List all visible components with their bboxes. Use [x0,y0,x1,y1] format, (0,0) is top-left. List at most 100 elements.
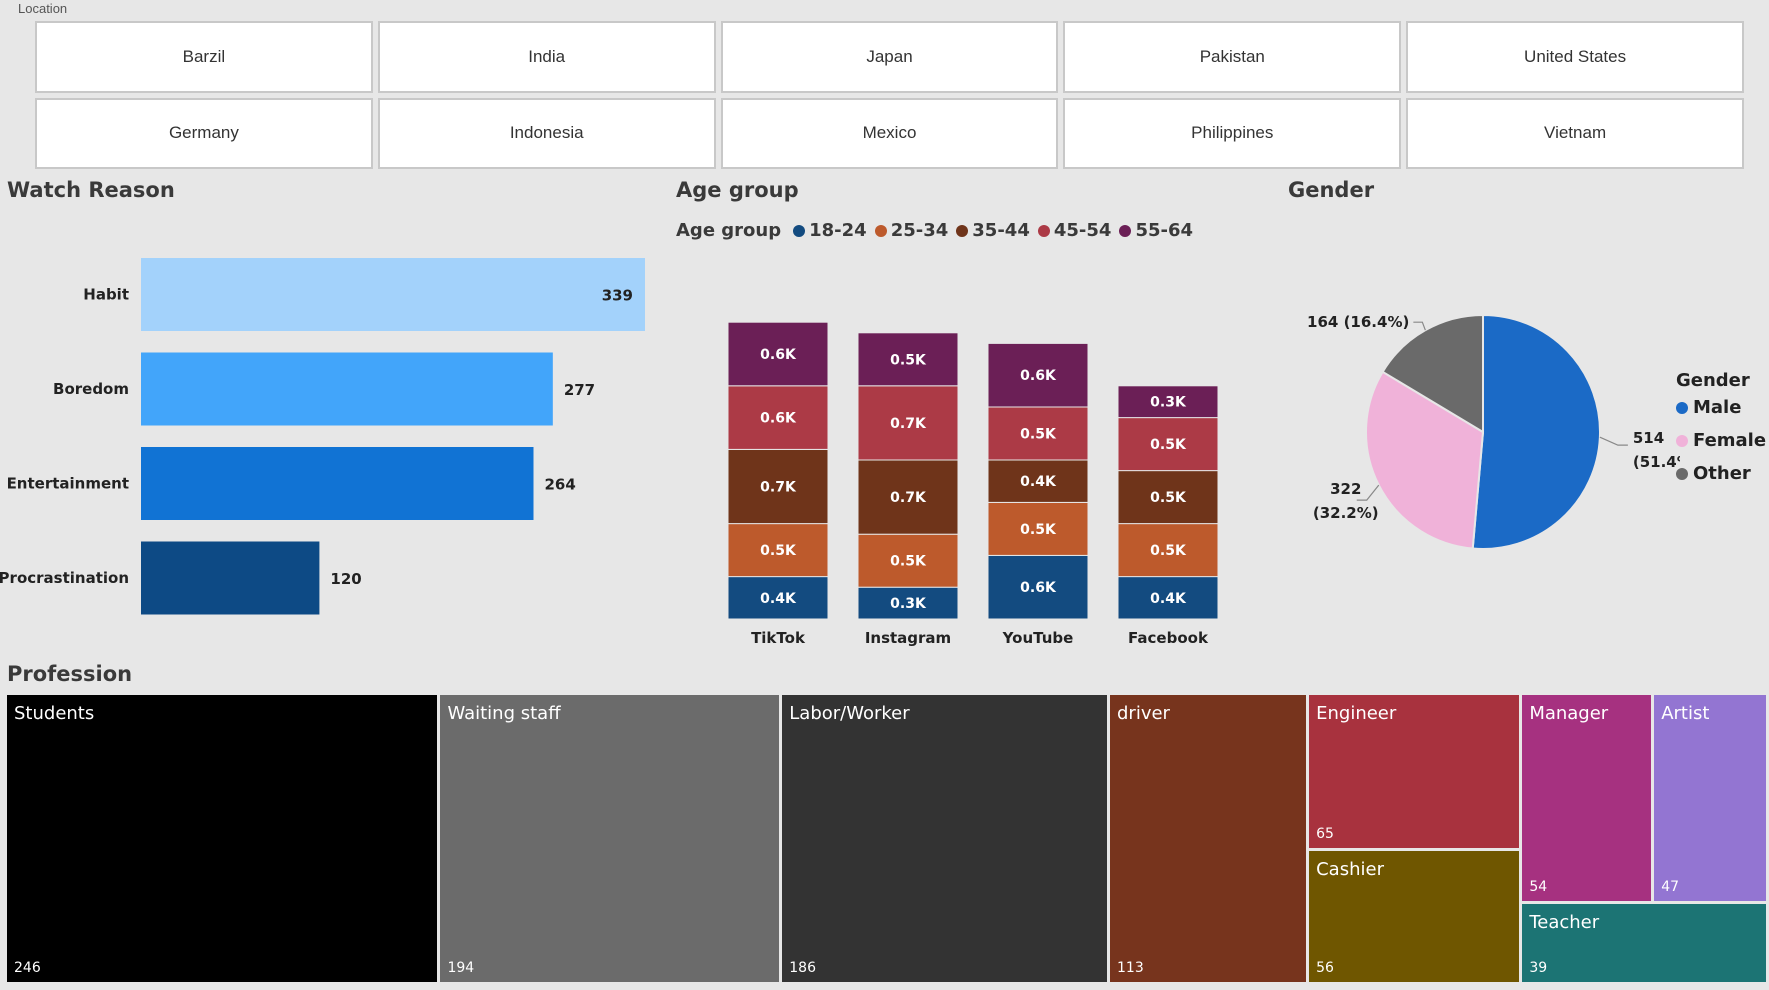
age-x-tick-label: Instagram [865,629,951,647]
age-bar-tiktok-55-64 [727,321,829,387]
age-bar-data-label: 0.5K [890,352,927,368]
watch-reason-bar-entertainment [141,447,534,520]
age-legend-label: 35-44 [972,220,1030,241]
profession-treemap: Students 246 Waiting staff 194 Labor/Worker 1… [7,695,1769,985]
age-bar-data-label: 0.6K [760,411,797,427]
age-bar-facebook-25-34 [1117,523,1219,578]
age-bar-facebook-45-54 [1117,417,1219,472]
watch-reason-bar-boredom [141,352,553,426]
location-option-germany[interactable]: Germany [35,97,373,169]
age-bar-data-label: 0.7K [760,480,797,496]
location-option-barzil[interactable]: Barzil [35,21,373,93]
age-bar-data-label: 0.5K [1020,522,1057,538]
age-group-title: Age group [676,178,799,202]
age-bar-tiktok-18-24 [727,576,829,620]
age-legend-item-25-34[interactable]: 25-34 [874,220,948,241]
age-x-tick-label: TikTok [751,629,806,647]
profession-tile-driver[interactable]: driver 113 [1110,695,1310,985]
profession-tile-waiting-staff[interactable]: Waiting staff 194 [440,695,783,985]
gender-legend-item-female[interactable]: Female [1676,430,1766,451]
gender-data-label: 514 [1633,429,1664,447]
watch-reason-data-label: 120 [330,570,361,588]
age-bar-youtube-55-64 [987,342,1089,408]
age-group-chart: 0.4K 0.5K 0.7K 0.6K 0.6K TikTok 0.3K 0.5K 0.7K 0.… [727,321,1219,647]
age-bar-data-label: 0.3K [890,596,927,612]
gender-data-label: 322 [1330,480,1361,498]
age-bar-facebook-18-24 [1117,576,1219,620]
location-option-vietnam[interactable]: Vietnam [1406,97,1744,169]
age-legend-item-18-24[interactable]: 18-24 [793,220,867,241]
age-legend-item-45-54[interactable]: 45-54 [1037,220,1112,241]
age-bar-data-label: 0.3K [1150,395,1187,411]
age-bar-tiktok-25-34 [727,523,829,578]
gender-leader-line [1413,321,1426,331]
profession-tile-cashier[interactable]: Cashier 56 [1309,850,1523,985]
legend-dot-icon [1037,224,1050,237]
location-option-india[interactable]: India [377,21,716,93]
age-bar-tiktok-35-44 [727,448,829,525]
profession-tile-students[interactable]: Students 246 [7,695,441,985]
profession-tile-artist[interactable]: Artist 47 [1654,695,1769,905]
age-bar-data-label: 0.6K [760,347,797,363]
profession-tile-label: Manager [1529,703,1609,724]
gender-data-label: (32.2%) [1313,504,1379,522]
profession-tile-manager[interactable]: Manager 54 [1522,695,1655,905]
profession-tile-teacher[interactable]: Teacher 39 [1522,904,1769,985]
age-legend-label: 18-24 [809,220,867,241]
age-legend-title: Age group [676,220,782,241]
gender-legend-item-other[interactable]: Other [1676,463,1766,484]
profession-tile-value: 113 [1117,960,1144,976]
legend-dot-icon [1676,434,1688,447]
gender-data-label: 164 (16.4%) [1307,313,1409,331]
age-bar-data-label: 0.7K [890,416,927,432]
location-option-united-states[interactable]: United States [1406,21,1744,93]
location-option-indonesia[interactable]: Indonesia [377,97,716,169]
age-bar-instagram-35-44 [857,459,959,535]
age-bar-data-label: 0.5K [1150,437,1187,453]
profession-tile-label: Teacher [1529,912,1600,934]
watch-reason-title: Watch Reason [7,178,175,202]
age-bar-youtube-45-54 [987,406,1089,461]
age-bar-instagram-45-54 [857,385,959,461]
profession-tile-value: 39 [1529,959,1548,976]
gender-title: Gender [1288,178,1375,202]
age-legend-label: 55-64 [1135,220,1194,241]
profession-tile-value: 56 [1316,959,1334,976]
age-legend-item-55-64[interactable]: 55-64 [1119,220,1193,241]
profession-tile-label: Cashier [1316,858,1384,880]
age-group-legend: Age group 18-24 25-34 35-44 45-54 55-64 [676,220,1201,241]
watch-reason-category-label: Boredom [53,380,129,398]
profession-tile-label: Waiting staff [447,703,561,724]
gender-legend-item-male[interactable]: Male [1676,397,1766,418]
location-slicer-title: Location [18,1,68,16]
age-bar-data-label: 0.5K [890,554,927,570]
gender-data-label: (51.4%) [1633,453,1680,471]
age-bar-data-label: 0.4K [1150,591,1187,607]
age-bar-tiktok-45-54 [727,385,829,450]
watch-reason-data-label: 339 [602,287,633,305]
profession-tile-label: Engineer [1316,703,1397,724]
age-bar-youtube-25-34 [987,501,1089,556]
location-option-pakistan[interactable]: Pakistan [1063,21,1402,93]
location-option-mexico[interactable]: Mexico [720,97,1059,169]
legend-dot-icon [1676,401,1688,414]
gender-legend-label: Other [1693,463,1751,484]
age-bar-facebook-35-44 [1117,470,1219,525]
location-option-philippines[interactable]: Philippines [1063,97,1402,169]
profession-tile-engineer[interactable]: Engineer 65 [1309,695,1523,851]
location-option-japan[interactable]: Japan [720,21,1059,93]
watch-reason-bar-procrastination [141,541,320,615]
gender-leader-line [1599,436,1628,446]
age-legend-item-35-44[interactable]: 35-44 [956,220,1030,241]
age-legend-label: 45-54 [1053,220,1112,241]
watch-reason-category-label: Habit [83,286,129,304]
profession-tile-value: 194 [447,960,475,976]
profession-tile-labor-worker[interactable]: Labor/Worker 186 [782,695,1110,985]
watch-reason-chart: Habit 339 Boredom 277 Entertainment 264 Procra… [0,258,645,615]
gender-legend: Gender Male Female Other [1676,370,1766,496]
profession-tile-value: 65 [1316,825,1334,842]
age-bar-instagram-25-34 [857,533,959,588]
profession-tile-value: 246 [14,960,41,976]
profession-tile-label: Students [14,703,95,724]
age-bar-facebook-55-64 [1117,385,1219,419]
